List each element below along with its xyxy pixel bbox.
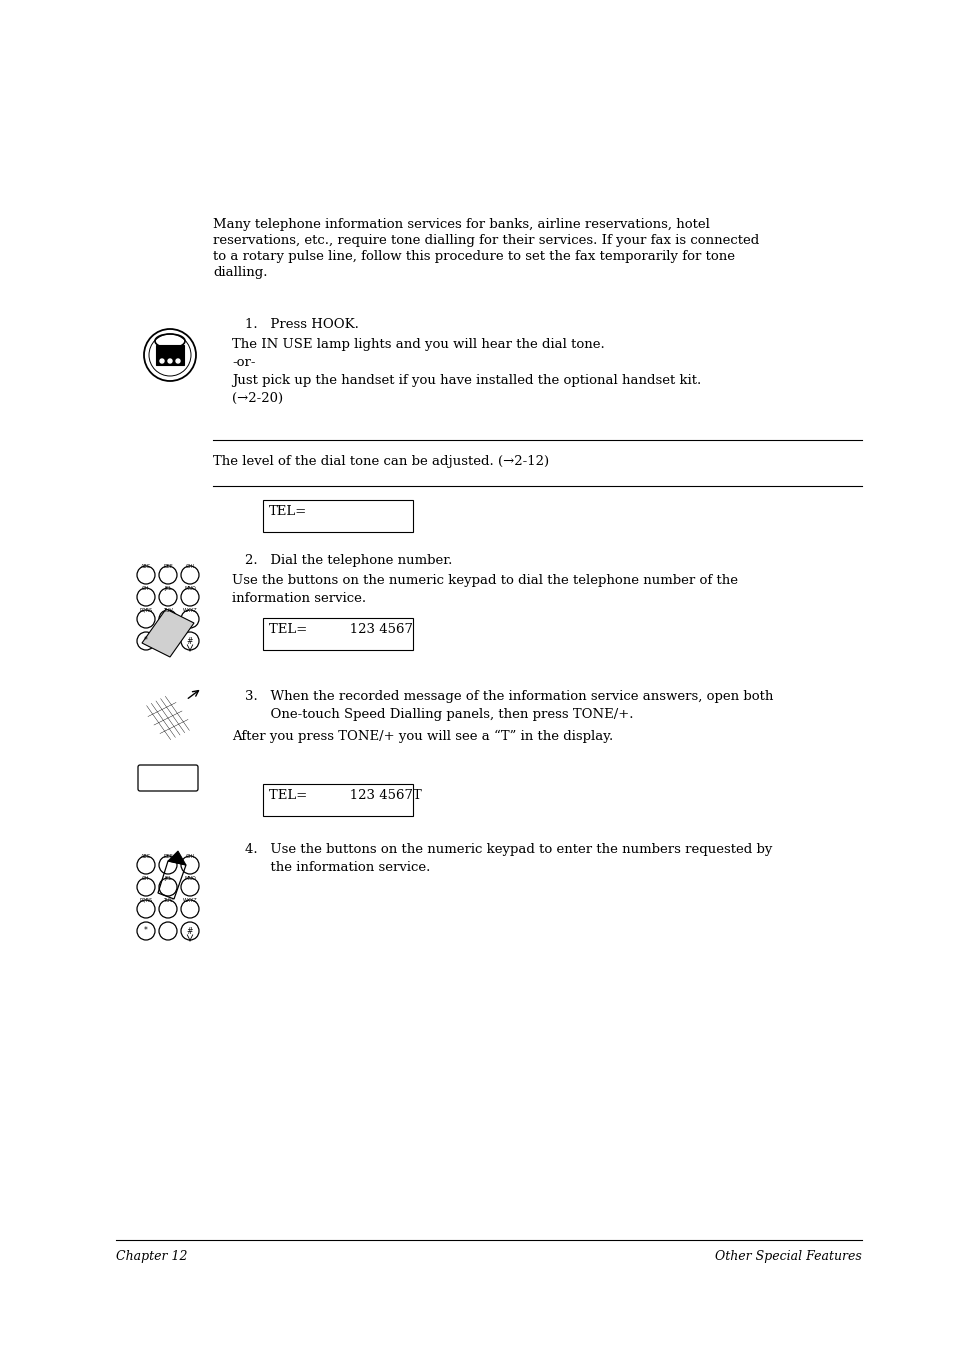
Text: WXYZ: WXYZ <box>182 898 197 902</box>
Text: #: # <box>187 927 193 935</box>
Text: reservations, etc., require tone dialling for their services. If your fax is con: reservations, etc., require tone diallin… <box>213 234 759 247</box>
Text: TEL=          123 4567T: TEL= 123 4567T <box>269 789 421 802</box>
Text: -or-: -or- <box>232 357 255 369</box>
Text: 1.   Press HOOK.: 1. Press HOOK. <box>245 317 358 331</box>
Text: JKL: JKL <box>164 875 172 881</box>
Text: PQRS: PQRS <box>139 608 152 613</box>
Text: One-touch Speed Dialling panels, then press TONE/+.: One-touch Speed Dialling panels, then pr… <box>245 708 633 721</box>
Text: WXYZ: WXYZ <box>182 608 197 613</box>
Text: information service.: information service. <box>232 592 366 605</box>
Text: the information service.: the information service. <box>245 861 430 874</box>
Text: ABC: ABC <box>141 854 151 859</box>
Ellipse shape <box>160 359 164 363</box>
Text: Just pick up the handset if you have installed the optional handset kit.: Just pick up the handset if you have ins… <box>232 374 700 386</box>
Text: TUV: TUV <box>163 608 172 613</box>
Text: to a rotary pulse line, follow this procedure to set the fax temporarily for ton: to a rotary pulse line, follow this proc… <box>213 250 734 263</box>
Text: ABC: ABC <box>141 563 151 569</box>
Text: After you press TONE/+ you will see a “T” in the display.: After you press TONE/+ you will see a “T… <box>232 730 613 743</box>
Text: #: # <box>187 636 193 646</box>
Text: The IN USE lamp lights and you will hear the dial tone.: The IN USE lamp lights and you will hear… <box>232 338 604 351</box>
Text: GH: GH <box>142 586 150 590</box>
Text: Chapter 12: Chapter 12 <box>116 1250 188 1263</box>
Text: 2.   Dial the telephone number.: 2. Dial the telephone number. <box>245 554 452 567</box>
Text: MNO: MNO <box>184 586 195 590</box>
FancyBboxPatch shape <box>263 784 413 816</box>
FancyBboxPatch shape <box>263 617 413 650</box>
Text: Other Special Features: Other Special Features <box>715 1250 862 1263</box>
Text: TUV: TUV <box>163 898 172 902</box>
Text: 3.   When the recorded message of the information service answers, open both: 3. When the recorded message of the info… <box>245 690 773 703</box>
Text: GH: GH <box>142 875 150 881</box>
Text: dialling.: dialling. <box>213 266 267 280</box>
Text: (→2-20): (→2-20) <box>232 392 283 405</box>
Text: DEF: DEF <box>163 854 172 859</box>
Ellipse shape <box>175 359 180 363</box>
Text: DEF: DEF <box>163 563 172 569</box>
Polygon shape <box>168 851 186 865</box>
Text: JKL: JKL <box>164 586 172 590</box>
Text: *: * <box>144 636 148 646</box>
Text: Use the buttons on the numeric keypad to dial the telephone number of the: Use the buttons on the numeric keypad to… <box>232 574 738 586</box>
Text: TEL=          123 4567: TEL= 123 4567 <box>269 623 413 636</box>
Text: GHI: GHI <box>185 563 194 569</box>
FancyBboxPatch shape <box>156 345 184 365</box>
Text: MNO: MNO <box>184 875 195 881</box>
Text: TEL=: TEL= <box>269 505 307 517</box>
Text: 4.   Use the buttons on the numeric keypad to enter the numbers requested by: 4. Use the buttons on the numeric keypad… <box>245 843 772 857</box>
FancyBboxPatch shape <box>138 765 198 790</box>
Ellipse shape <box>168 359 172 363</box>
FancyBboxPatch shape <box>263 500 413 532</box>
Text: *: * <box>144 927 148 935</box>
Text: GHI: GHI <box>185 854 194 859</box>
Text: PQRS: PQRS <box>139 898 152 902</box>
Text: Many telephone information services for banks, airline reservations, hotel: Many telephone information services for … <box>213 218 709 231</box>
Polygon shape <box>142 609 193 657</box>
Text: The level of the dial tone can be adjusted. (→2-12): The level of the dial tone can be adjust… <box>213 455 549 467</box>
